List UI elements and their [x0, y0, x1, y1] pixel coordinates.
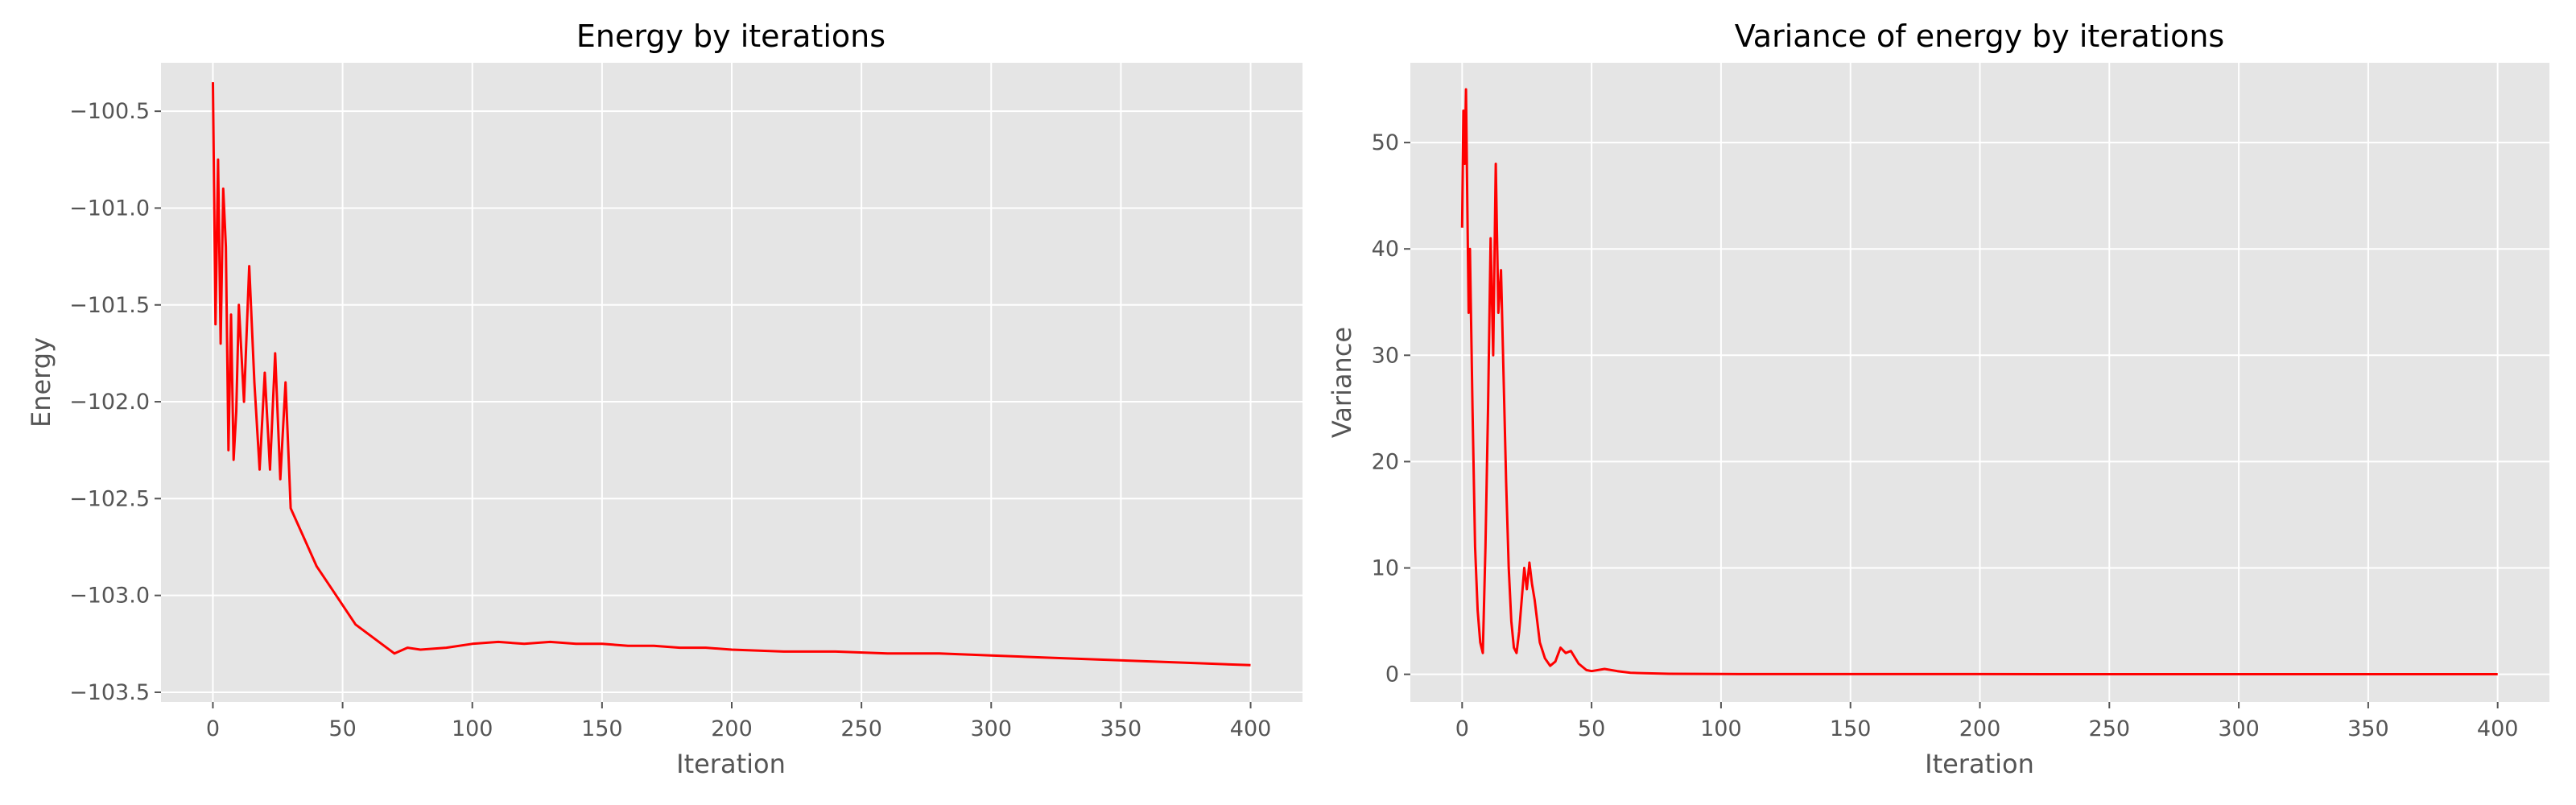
y-axis-label: Energy	[26, 337, 56, 427]
x-tick-label: 350	[2347, 716, 2389, 741]
y-tick-label: 50	[1372, 130, 1399, 155]
y-tick-label: −100.5	[69, 99, 150, 124]
x-tick-label: 350	[1100, 716, 1142, 741]
variance-chart: Variance of energy by iterations 0 50 100 1…	[1327, 19, 2549, 779]
x-tick-label: 400	[2477, 716, 2519, 741]
y-tick-label: 20	[1372, 449, 1399, 474]
y-tick-label: −103.5	[69, 680, 150, 705]
y-tick-label: 0	[1385, 663, 1399, 687]
y-tick-label: −101.0	[69, 196, 150, 221]
x-tick-label: 200	[1959, 716, 2001, 741]
x-tick-label: 100	[452, 716, 493, 741]
x-tick-label: 50	[328, 716, 356, 741]
y-tick-label: −102.5	[69, 486, 150, 511]
x-tick-label: 150	[581, 716, 623, 741]
y-tick-label: −101.5	[69, 293, 150, 318]
y-tick-label: −102.0	[69, 390, 150, 415]
x-tick-label: 250	[840, 716, 882, 741]
x-tick-label: 400	[1230, 716, 1272, 741]
x-tick-label: 200	[711, 716, 753, 741]
energy-chart: Energy by iterations 0 50 100 150 200 250 300 3…	[26, 19, 1302, 779]
x-tick-label: 0	[206, 716, 220, 741]
x-tick-label: 300	[970, 716, 1012, 741]
y-tick-label: 30	[1372, 343, 1399, 368]
variance-series-line	[1460, 88, 2498, 675]
y-tick-label: 10	[1372, 556, 1399, 581]
x-tick-label: 0	[1455, 716, 1469, 741]
x-tick-label: 300	[2218, 716, 2260, 741]
y-tick-label: −103.0	[69, 584, 150, 609]
x-tick-label: 250	[2089, 716, 2131, 741]
y-axis-label: Variance	[1327, 327, 1357, 438]
y-tick-label: 40	[1372, 237, 1399, 262]
x-axis-label: Iteration	[676, 749, 786, 779]
x-tick-label: 100	[1700, 716, 1742, 741]
energy-series-line	[212, 82, 1251, 667]
chart-title: Variance of energy by iterations	[1735, 19, 2224, 54]
x-axis-label: Iteration	[1925, 749, 2034, 779]
chart-title: Energy by iterations	[576, 19, 886, 54]
x-tick-label: 150	[1830, 716, 1872, 741]
x-tick-label: 50	[1578, 716, 1605, 741]
